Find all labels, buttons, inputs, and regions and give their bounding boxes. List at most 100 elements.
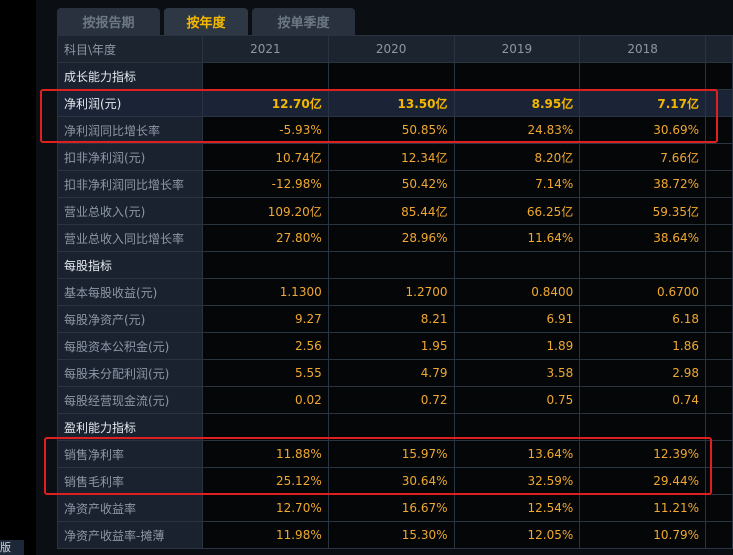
table-row[interactable]: 销售毛利率 25.12% 30.64% 32.59% 29.44% <box>57 467 733 495</box>
row-value: 11.64% <box>453 224 581 252</box>
table-row[interactable]: 销售净利率 11.88% 15.97% 13.64% 12.39% <box>57 440 733 468</box>
row-value: 15.97% <box>327 440 455 468</box>
row-value: 4.79 <box>327 359 455 387</box>
left-strip <box>0 0 36 555</box>
row-label: 销售净利率 <box>57 440 203 468</box>
row-value: 0.6700 <box>579 278 706 306</box>
table-row[interactable]: 每股未分配利润(元) 5.55 4.79 3.58 2.98 <box>57 359 733 387</box>
row-value: 9.27 <box>201 305 329 333</box>
row-value: 16.67% <box>327 494 455 522</box>
row-value: 50.85% <box>327 116 455 144</box>
table-row[interactable]: 每股资本公积金(元) 2.56 1.95 1.89 1.86 <box>57 332 733 360</box>
row-value: 1.1300 <box>201 278 329 306</box>
header-label: 科目\年度 <box>57 35 203 63</box>
row-value <box>579 413 706 441</box>
table-row[interactable]: 每股经营现金流(元) 0.02 0.72 0.75 0.74 <box>57 386 733 414</box>
row-value <box>327 413 455 441</box>
header-year[interactable]: 2018 <box>579 35 706 63</box>
row-value: 6.18 <box>579 305 706 333</box>
row-value: 2.98 <box>579 359 706 387</box>
section-row[interactable]: 盈利能力指标 <box>57 413 733 441</box>
row-label: 净利润(元) <box>57 89 203 117</box>
row-value <box>327 62 455 90</box>
row-extra <box>705 386 733 414</box>
row-extra <box>705 278 733 306</box>
row-extra <box>705 494 733 522</box>
row-label: 销售毛利率 <box>57 467 203 495</box>
row-value: 11.21% <box>579 494 706 522</box>
row-label: 每股经营现金流(元) <box>57 386 203 414</box>
row-value: 6.91 <box>453 305 581 333</box>
row-value <box>201 251 329 279</box>
row-value: 12.34亿 <box>327 143 455 171</box>
row-value: -12.98% <box>201 170 329 198</box>
row-extra <box>705 521 733 549</box>
row-extra <box>705 89 733 117</box>
row-extra <box>705 251 733 279</box>
row-value: 10.79% <box>579 521 706 549</box>
row-label: 每股指标 <box>57 251 203 279</box>
row-value <box>453 251 581 279</box>
row-value <box>579 62 706 90</box>
row-value: 2.56 <box>201 332 329 360</box>
row-value: 13.64% <box>453 440 581 468</box>
section-row[interactable]: 成长能力指标 <box>57 62 733 90</box>
row-value: 0.75 <box>453 386 581 414</box>
row-label: 每股未分配利润(元) <box>57 359 203 387</box>
row-extra <box>705 197 733 225</box>
tab-2[interactable]: 按单季度 <box>252 8 355 35</box>
table-row[interactable]: 营业总收入同比增长率 27.80% 28.96% 11.64% 38.64% <box>57 224 733 252</box>
row-value: 85.44亿 <box>327 197 455 225</box>
row-value: 1.2700 <box>327 278 455 306</box>
table-row[interactable]: 净资产收益率 12.70% 16.67% 12.54% 11.21% <box>57 494 733 522</box>
table-row[interactable]: 营业总收入(元) 109.20亿 85.44亿 66.25亿 59.35亿 <box>57 197 733 225</box>
row-value: 0.74 <box>579 386 706 414</box>
row-value: 8.95亿 <box>453 89 581 117</box>
row-value: 0.8400 <box>453 278 581 306</box>
row-label: 扣非净利润同比增长率 <box>57 170 203 198</box>
row-value: 10.74亿 <box>201 143 329 171</box>
row-extra <box>705 305 733 333</box>
row-extra <box>705 116 733 144</box>
table-row[interactable]: 每股净资产(元) 9.27 8.21 6.91 6.18 <box>57 305 733 333</box>
row-value: -5.93% <box>201 116 329 144</box>
header-row: 科目\年度 2021 2020 2019 2018 <box>57 35 733 63</box>
header-year[interactable]: 2019 <box>453 35 581 63</box>
row-value: 25.12% <box>201 467 329 495</box>
row-value: 59.35亿 <box>579 197 706 225</box>
header-extra <box>705 35 733 63</box>
table-row[interactable]: 净资产收益率-摊薄 11.98% 15.30% 12.05% 10.79% <box>57 521 733 549</box>
row-extra <box>705 332 733 360</box>
table-row[interactable]: 扣非净利润(元) 10.74亿 12.34亿 8.20亿 7.66亿 <box>57 143 733 171</box>
row-value: 8.20亿 <box>453 143 581 171</box>
row-label: 净资产收益率-摊薄 <box>57 521 203 549</box>
period-tabs: 按报告期 按年度 按单季度 <box>57 8 355 35</box>
row-extra <box>705 359 733 387</box>
section-row[interactable]: 每股指标 <box>57 251 733 279</box>
row-value <box>201 413 329 441</box>
header-year[interactable]: 2020 <box>327 35 455 63</box>
header-year[interactable]: 2021 <box>201 35 329 63</box>
side-badge[interactable]: 版 <box>0 540 24 555</box>
row-value: 7.66亿 <box>579 143 706 171</box>
row-extra <box>705 224 733 252</box>
row-value: 5.55 <box>201 359 329 387</box>
table-row[interactable]: 净利润同比增长率 -5.93% 50.85% 24.83% 30.69% <box>57 116 733 144</box>
row-label: 成长能力指标 <box>57 62 203 90</box>
row-extra <box>705 170 733 198</box>
row-value: 12.39% <box>579 440 706 468</box>
row-value: 11.98% <box>201 521 329 549</box>
row-value: 1.89 <box>453 332 581 360</box>
row-value: 30.64% <box>327 467 455 495</box>
row-value: 28.96% <box>327 224 455 252</box>
row-value: 12.70亿 <box>201 89 329 117</box>
tab-1[interactable]: 按年度 <box>164 8 248 35</box>
table-row[interactable]: 基本每股收益(元) 1.1300 1.2700 0.8400 0.6700 <box>57 278 733 306</box>
row-value: 8.21 <box>327 305 455 333</box>
row-value <box>327 251 455 279</box>
row-label: 盈利能力指标 <box>57 413 203 441</box>
table-row[interactable]: 扣非净利润同比增长率 -12.98% 50.42% 7.14% 38.72% <box>57 170 733 198</box>
table-row[interactable]: 净利润(元) 12.70亿 13.50亿 8.95亿 7.17亿 <box>57 89 733 117</box>
tab-0[interactable]: 按报告期 <box>57 8 160 35</box>
row-extra <box>705 143 733 171</box>
